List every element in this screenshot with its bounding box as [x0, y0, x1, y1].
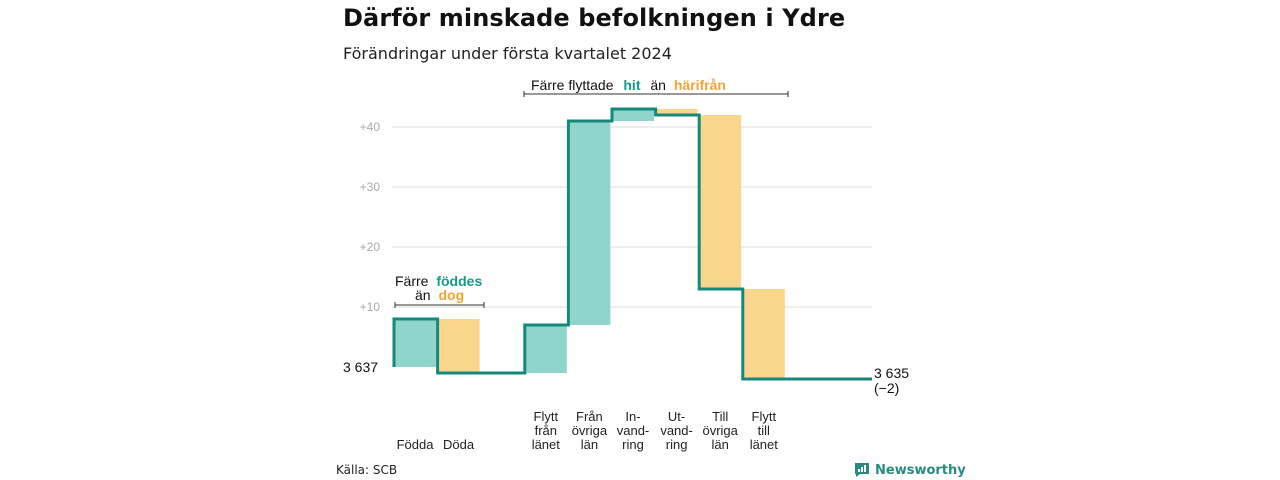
- waterfall-bar: [394, 319, 436, 367]
- births-annotation-prefix: Färre: [395, 273, 429, 289]
- migration-annotation-prefix: Färre flyttade: [531, 77, 614, 93]
- category-label: Ut-: [668, 409, 685, 424]
- waterfall-bar: [437, 319, 480, 373]
- category-label: vand-: [660, 423, 693, 438]
- waterfall-bar: [568, 121, 611, 325]
- category-label: Flytt: [752, 409, 777, 424]
- deaths-annotation-highlight: dog: [438, 287, 464, 303]
- svg-text:än dog: än dog: [415, 287, 464, 303]
- y-tick-label: +10: [360, 300, 381, 314]
- births-annotation-highlight: föddes: [436, 273, 482, 289]
- end-change-label: (−2): [874, 380, 899, 396]
- category-label: Döda: [443, 437, 475, 452]
- category-label: länet: [532, 437, 561, 452]
- waterfall-bar: [524, 325, 567, 373]
- category-label: länet: [750, 437, 779, 452]
- svg-text:Färre föddes: Färre föddes: [395, 273, 482, 289]
- end-value-label: 3 635: [874, 365, 909, 381]
- waterfall-bar: [612, 109, 654, 121]
- y-tick-label: +20: [360, 240, 381, 254]
- source-note: Källa: SCB: [336, 463, 398, 477]
- cumulative-step-line: [392, 107, 872, 381]
- category-label: Från: [576, 409, 603, 424]
- category-label: ring: [666, 437, 688, 452]
- svg-text:Färre flyttade hit: Färre flyttade hit än härifrån: [531, 77, 726, 93]
- y-tick-label: +30: [360, 180, 381, 194]
- category-label: från: [535, 423, 557, 438]
- migration-highlight-hit: hit: [623, 77, 640, 93]
- category-label: övriga: [702, 423, 738, 438]
- waterfall-bar: [742, 289, 785, 379]
- brand-logo: Newsworthy: [854, 462, 966, 478]
- migration-annotation-middle: än: [650, 77, 666, 93]
- births-annotation-line2: än: [415, 287, 431, 303]
- births-annotation: Färre föddes än dog: [394, 273, 485, 308]
- migration-highlight-harifran: härifrån: [674, 77, 726, 93]
- y-tick-label: +40: [360, 120, 381, 134]
- category-label: Till: [712, 409, 728, 424]
- waterfall-bar: [655, 109, 698, 115]
- chart-subtitle: Förändringar under första kvartalet 2024: [343, 44, 672, 63]
- category-label: ring: [622, 437, 644, 452]
- category-label: Födda: [397, 437, 435, 452]
- category-label: Flytt: [534, 409, 559, 424]
- chart-title: Därför minskade befolkningen i Ydre: [343, 4, 846, 32]
- category-label: vand-: [617, 423, 650, 438]
- newsworthy-logo-icon: [855, 463, 869, 477]
- category-label: län: [712, 437, 729, 452]
- category-label: In-: [625, 409, 640, 424]
- brand-name: Newsworthy: [875, 462, 966, 478]
- category-label: till: [758, 423, 770, 438]
- migration-annotation: Färre flyttade hit än härifrån: [523, 77, 789, 97]
- waterfall-bar: [699, 115, 742, 289]
- start-value-label: 3 637: [343, 359, 378, 375]
- category-label: övriga: [572, 423, 608, 438]
- category-label: län: [581, 437, 598, 452]
